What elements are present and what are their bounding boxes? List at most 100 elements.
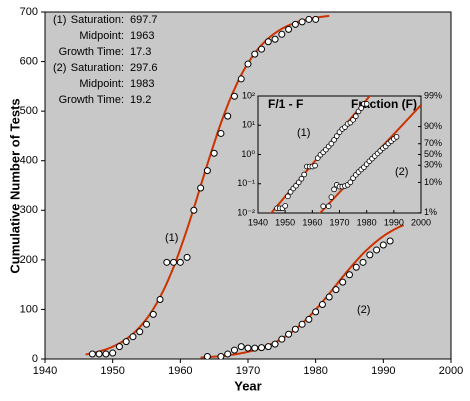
data-point: [244, 344, 252, 352]
inset-y2-tick-label: 99%: [424, 91, 442, 101]
inset-x-tick-label: 2000: [411, 217, 431, 227]
main-plot: [85, 14, 404, 359]
legend-label: Growth Time:: [59, 46, 124, 58]
inset-y-label: F/1 - F: [268, 97, 303, 111]
data-point: [203, 167, 211, 175]
data-point: [271, 35, 279, 43]
legend-value: 17.3: [130, 46, 151, 58]
x-tick-label: 1940: [33, 365, 57, 377]
x-tick-label: 1990: [371, 365, 395, 377]
y-tick-label: 600: [20, 55, 38, 67]
data-point: [251, 344, 259, 352]
data-point: [163, 258, 171, 266]
data-point: [298, 320, 306, 328]
data-point: [251, 50, 259, 58]
data-point: [291, 325, 299, 333]
data-point: [95, 350, 103, 358]
data-point: [176, 258, 184, 266]
inset-y2-tick-label: 10%: [424, 177, 442, 187]
data-point: [170, 258, 178, 266]
data-point: [298, 18, 306, 26]
data-point: [129, 333, 137, 341]
series-annotation: (1): [165, 232, 178, 244]
data-point: [264, 343, 272, 351]
x-tick-label: 1960: [168, 365, 192, 377]
data-point: [312, 308, 320, 316]
inset-x-tick-label: 1980: [357, 217, 377, 227]
y-tick-label: 700: [20, 6, 38, 18]
data-point: [305, 15, 313, 23]
inset-point: [328, 194, 335, 200]
data-point: [156, 296, 164, 304]
inset-x-tick-label: 1960: [302, 217, 322, 227]
inset-y2-tick-label: 90%: [424, 121, 442, 131]
inset-point: [285, 193, 291, 200]
axes: 1940 1950 1960 1970 1980 1990 2000 0 100 200 300 40…: [20, 6, 464, 377]
data-point: [237, 343, 245, 351]
data-point: [136, 328, 144, 336]
inset-point: [282, 203, 288, 209]
data-point: [217, 129, 225, 137]
data-point: [258, 45, 266, 53]
data-point: [325, 293, 333, 301]
inset-y-tick-label: 10⁻¹: [237, 178, 255, 188]
inset-point: [298, 175, 305, 182]
legend-value: 1983: [130, 78, 154, 90]
inset-point: [331, 137, 337, 143]
legend-value: 19.2: [130, 94, 151, 106]
data-point: [359, 258, 367, 266]
inset-y2-tick-label: 30%: [424, 160, 442, 170]
data-point: [312, 15, 320, 23]
data-point: [346, 271, 353, 279]
inset-x-tick-label: 1970: [329, 217, 349, 227]
y-tick-label: 100: [20, 303, 38, 315]
data-point: [278, 335, 286, 343]
data-point: [237, 75, 245, 83]
series-annotation: (2): [357, 304, 370, 316]
y-tick-label: 200: [20, 254, 38, 266]
data-point: [278, 30, 286, 38]
inset-y-tick-label: 10¹: [242, 120, 255, 130]
legend-value: 1963: [130, 30, 154, 42]
y-tick-label: 500: [20, 105, 38, 117]
legend-label: Midpoint:: [79, 30, 124, 42]
legend-series-name: (2): [53, 62, 66, 74]
data-point: [318, 300, 326, 308]
data-point: [88, 350, 96, 358]
data-point: [197, 184, 205, 192]
data-point: [332, 286, 340, 294]
data-point: [271, 340, 279, 348]
data-point: [143, 320, 150, 328]
data-point: [264, 38, 272, 46]
data-point: [285, 330, 293, 338]
x-tick-label: 2000: [439, 365, 463, 377]
inset-point: [393, 134, 400, 140]
data-point: [379, 241, 387, 249]
inset-point: [320, 203, 327, 209]
data-point: [291, 20, 299, 28]
data-point: [122, 338, 130, 346]
data-point: [339, 278, 347, 286]
data-point: [224, 350, 232, 358]
legend-value: 297.6: [130, 62, 158, 74]
legend-label: Midpoint:: [79, 78, 124, 90]
data-point: [366, 251, 374, 259]
inset-point: [301, 171, 307, 178]
data-point: [352, 263, 360, 271]
legend-label: Saturation:: [71, 14, 124, 26]
x-tick-label: 1950: [100, 365, 124, 377]
x-tick-label: 1980: [303, 365, 327, 377]
inset-point: [352, 113, 359, 120]
data-point: [149, 310, 157, 318]
inset-y-tick-label: 10²: [242, 90, 255, 100]
inset-x-tick-label: 1990: [384, 217, 404, 227]
inset-y2-tick-label: 1%: [424, 207, 437, 217]
legend-series-name: (1): [53, 14, 66, 26]
inset-point: [331, 186, 337, 193]
y-tick-label: 0: [32, 353, 38, 365]
legend-label: Growth Time:: [59, 94, 124, 106]
data-point: [305, 315, 313, 323]
inset-y-tick-label: 10⁻²: [237, 207, 255, 217]
data-point: [217, 353, 225, 359]
legend-label: Saturation:: [71, 62, 124, 74]
